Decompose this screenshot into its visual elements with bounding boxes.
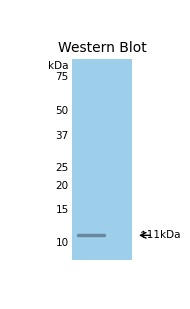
Text: kDa: kDa bbox=[48, 61, 69, 71]
Text: 75: 75 bbox=[55, 73, 69, 83]
Text: 25: 25 bbox=[55, 163, 69, 173]
Bar bbox=[72, 59, 132, 260]
Text: 15: 15 bbox=[55, 205, 69, 215]
Text: 37: 37 bbox=[55, 131, 69, 141]
Text: 20: 20 bbox=[55, 181, 69, 191]
Text: 10: 10 bbox=[55, 238, 69, 248]
Text: 50: 50 bbox=[55, 106, 69, 116]
Text: Western Blot: Western Blot bbox=[58, 41, 146, 55]
Text: ↑11kDa: ↑11kDa bbox=[139, 230, 181, 240]
